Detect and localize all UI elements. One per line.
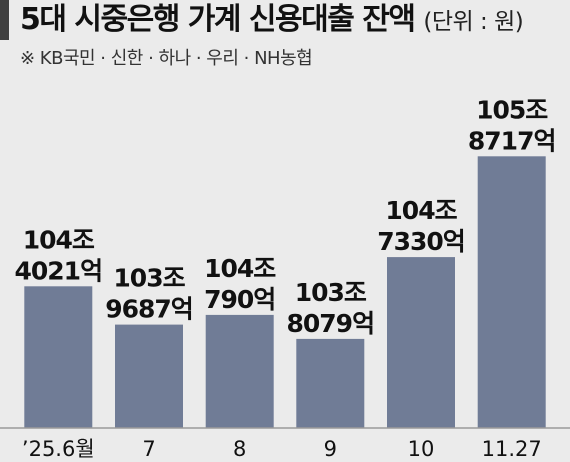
bar	[24, 286, 93, 428]
title-accent-bar	[0, 0, 9, 40]
bar-label-jo: 104조	[385, 196, 457, 225]
bar-label-jo: 105조	[476, 95, 548, 124]
x-tick-label: 11.27	[482, 437, 542, 461]
chart-title: 5대 시중은행 가계 신용대출 잔액 (단위 : 원)	[20, 0, 524, 42]
bar	[477, 156, 546, 429]
bar-label-eok: 8079억	[287, 309, 375, 338]
x-tick-label: 9	[324, 437, 337, 461]
bar	[296, 338, 365, 428]
bar-label-eok: 8717억	[468, 126, 556, 155]
x-tick-label: 8	[233, 437, 246, 461]
bar-label-eok: 7330억	[377, 227, 465, 256]
bar	[115, 324, 183, 428]
bar-label-jo: 103조	[113, 264, 185, 293]
bar-label-eok: 9687억	[105, 295, 193, 324]
x-tick-label: ’25.6월	[22, 437, 95, 461]
unit-note: (단위 : 원)	[423, 9, 524, 35]
chart-title-text: 5대 시중은행 가계 신용대출 잔액	[20, 2, 416, 37]
bar	[387, 257, 455, 428]
bar-label-jo: 104조	[23, 225, 95, 254]
chart-subtitle: ※ KB국민 · 신한 · 하나 · 우리 · NH농협	[20, 48, 313, 69]
x-tick-label: 7	[142, 437, 155, 461]
bar-label-eok: 790억	[204, 285, 275, 314]
bar-label-jo: 104조	[204, 254, 276, 283]
bar-label-eok: 4021억	[15, 256, 103, 285]
bar	[205, 314, 274, 428]
bar-label-jo: 103조	[295, 278, 367, 307]
x-tick-label: 10	[408, 437, 435, 461]
